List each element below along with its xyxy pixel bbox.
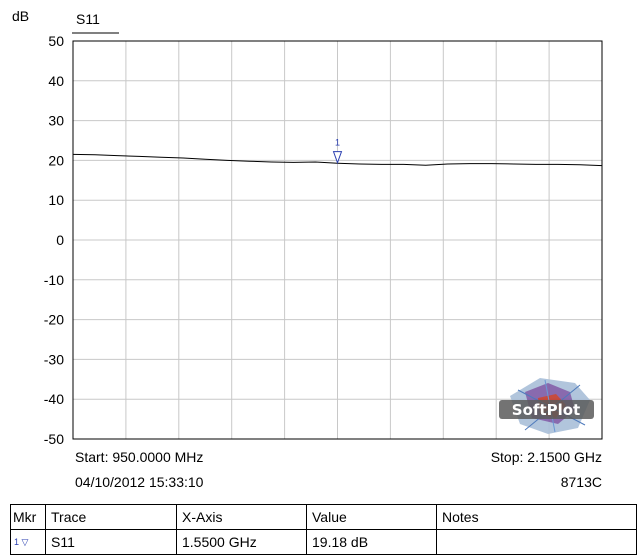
row-value: 19.18 dB — [306, 529, 437, 555]
marker-table: Mkr Trace X-Axis Value Notes 1 ▽ S11 1.5… — [10, 504, 637, 555]
softplot-logo: SoftPlot — [499, 378, 594, 434]
markers: 1 — [332, 138, 343, 165]
y-tick-label: 30 — [48, 113, 64, 129]
logo-text: SoftPlot — [512, 401, 580, 419]
stop-frequency: Stop: 2.1500 GHz — [490, 449, 602, 465]
row-mkr: 1 ▽ — [10, 529, 46, 555]
y-tick-label: 40 — [48, 73, 64, 89]
legend-trace-name: S11 — [76, 11, 100, 27]
table-row: 1 ▽ S11 1.5500 GHz 19.18 dB — [10, 529, 637, 555]
row-x-axis: 1.5500 GHz — [176, 529, 307, 555]
marker-triangle — [332, 151, 343, 165]
y-tick-label: 0 — [56, 232, 64, 248]
plot-frame — [72, 40, 603, 440]
y-tick-label: 50 — [48, 33, 64, 49]
header-mkr: Mkr — [10, 504, 46, 530]
y-tick-label: -30 — [44, 351, 64, 367]
s11-chart: 50 40 30 20 10 0 -10 -20 -30 -40 -50 1 dB S11 Soft… — [12, 8, 603, 447]
marker-table-header: Mkr Trace X-Axis Value Notes — [10, 504, 637, 530]
y-tick-label: 20 — [48, 152, 64, 168]
timestamp: 04/10/2012 15:33:10 — [75, 474, 204, 490]
y-tick-label: -50 — [44, 431, 64, 447]
header-value: Value — [306, 504, 437, 530]
y-tick-label: -20 — [44, 312, 64, 328]
header-x-axis: X-Axis — [176, 504, 307, 530]
y-axis-unit: dB — [12, 8, 29, 24]
header-notes: Notes — [436, 504, 637, 530]
marker-label: 1 — [335, 138, 340, 148]
y-tick-label: -10 — [44, 272, 64, 288]
row-trace: S11 — [45, 529, 177, 555]
grid — [73, 40, 602, 440]
start-frequency: Start: 950.0000 MHz — [75, 449, 204, 465]
y-tick-labels: 50 40 30 20 10 0 -10 -20 -30 -40 -50 — [44, 33, 64, 447]
row-notes — [436, 529, 637, 555]
y-tick-label: -40 — [44, 391, 64, 407]
y-tick-label: 10 — [48, 192, 64, 208]
instrument-model: 8713C — [560, 474, 602, 490]
header-trace: Trace — [45, 504, 177, 530]
